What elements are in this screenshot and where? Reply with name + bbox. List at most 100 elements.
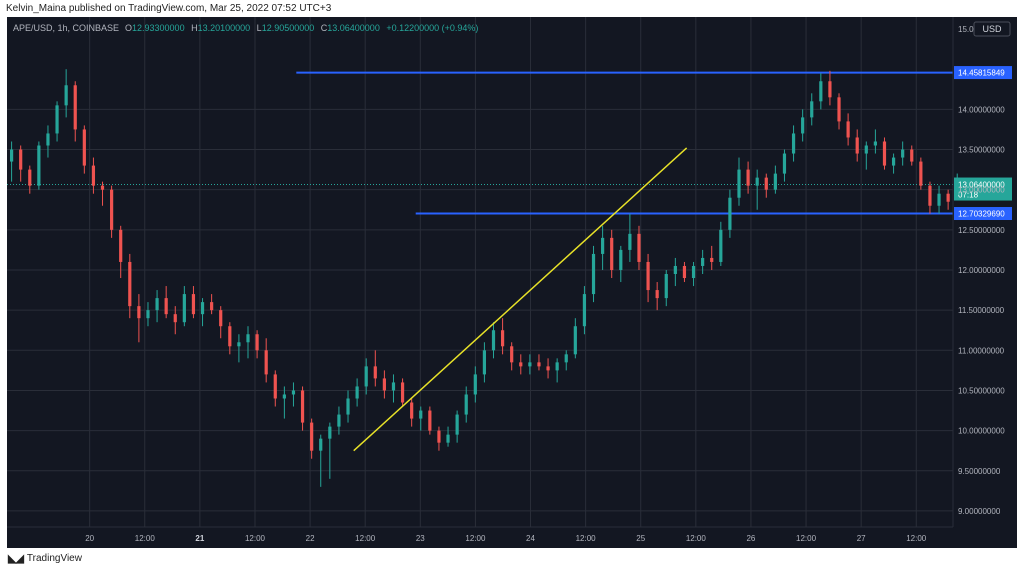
published-header: Kelvin_Maina published on TradingView.co… bbox=[0, 0, 1024, 17]
candle-body bbox=[555, 362, 559, 371]
x-tick-label: 12:00 bbox=[465, 534, 486, 543]
candle-body bbox=[282, 394, 286, 399]
candle-body bbox=[791, 133, 796, 154]
published-text: Kelvin_Maina published on TradingView.co… bbox=[6, 3, 332, 14]
high-value: 13.20100000 bbox=[198, 23, 251, 33]
candle-body bbox=[110, 189, 114, 230]
low-value: 12.90500000 bbox=[262, 23, 315, 33]
candle-body bbox=[419, 410, 423, 419]
level-price-tag[interactable] bbox=[954, 207, 1012, 221]
x-tick-label: 23 bbox=[416, 534, 425, 543]
candle-body bbox=[882, 141, 887, 166]
candle-body bbox=[737, 169, 741, 198]
level-price-label[interactable]: 14.45815849 bbox=[958, 69, 1005, 78]
candle-body bbox=[337, 414, 341, 427]
trend-line[interactable] bbox=[353, 147, 688, 452]
candle-body bbox=[919, 161, 923, 186]
candle-body bbox=[137, 306, 141, 319]
candle-body bbox=[719, 229, 723, 262]
price-axis[interactable]: 9.00000000 9.50000000 10.00000000 10.500000… bbox=[958, 105, 1005, 516]
candle-body bbox=[364, 366, 368, 387]
time-axis[interactable]: 20 12:00 21 12:00 22 12:00 23 12:00 24 12:00 25 12:… bbox=[85, 534, 927, 543]
candle-body bbox=[210, 302, 214, 311]
x-tick-label: 12:00 bbox=[796, 534, 817, 543]
x-tick-label: 25 bbox=[636, 534, 645, 543]
tradingview-logo[interactable]: ◣◢ TradingView bbox=[8, 552, 82, 565]
candle-body bbox=[955, 184, 959, 196]
candle-body bbox=[373, 366, 377, 379]
candle-body bbox=[628, 233, 632, 250]
level-price-tag[interactable] bbox=[954, 66, 1012, 80]
x-tick-label: 22 bbox=[306, 534, 315, 543]
y-tick-label: 9.00000000 bbox=[958, 507, 1001, 516]
candle-body bbox=[291, 390, 296, 395]
candle-body bbox=[946, 193, 950, 202]
open-label: O bbox=[125, 23, 132, 33]
y-tick-label: 14.00000000 bbox=[958, 105, 1005, 114]
x-tick-label: 12:00 bbox=[135, 534, 156, 543]
currency-label-box[interactable] bbox=[973, 21, 1011, 37]
candle-body bbox=[255, 334, 259, 351]
candlestick-series bbox=[9, 69, 959, 487]
candle-body bbox=[573, 326, 577, 355]
symbol-legend: APE/USD, 1h, COINBASE O12.93300000 H13.2… bbox=[13, 23, 478, 33]
candle-body bbox=[173, 314, 177, 323]
candle-body bbox=[601, 237, 605, 254]
candle-body bbox=[873, 141, 877, 146]
candle-body bbox=[637, 233, 641, 262]
candle-body bbox=[64, 85, 68, 106]
currency-label[interactable]: USD bbox=[982, 24, 1002, 34]
candle-body bbox=[691, 265, 696, 279]
x-tick-label: 12:00 bbox=[686, 534, 707, 543]
candle-body bbox=[310, 422, 314, 451]
candle-body bbox=[710, 257, 714, 262]
last-price-tag[interactable] bbox=[954, 177, 1012, 201]
candle-body bbox=[782, 153, 787, 174]
level-price-label[interactable]: 12.70329690 bbox=[958, 210, 1005, 219]
candle-body bbox=[819, 81, 823, 102]
close-value: 13.06400000 bbox=[327, 23, 380, 33]
candle-body bbox=[728, 197, 732, 230]
candle-body bbox=[510, 346, 514, 363]
candle-body bbox=[582, 294, 587, 327]
candle-body bbox=[410, 402, 414, 419]
candle-body bbox=[55, 105, 59, 134]
candle-body bbox=[564, 354, 568, 363]
candle-body bbox=[164, 298, 168, 315]
candle-body bbox=[673, 265, 677, 275]
last-price-label[interactable]: 13.06400000 bbox=[958, 181, 1005, 190]
candle-body bbox=[537, 362, 541, 367]
candle-body bbox=[864, 145, 868, 154]
candle-body bbox=[400, 382, 405, 403]
tradingview-brand: TradingView bbox=[26, 553, 82, 564]
candle-body bbox=[146, 310, 150, 319]
candle-body bbox=[82, 129, 86, 166]
candle-body bbox=[428, 410, 432, 431]
candle-body bbox=[346, 398, 350, 415]
x-tick-label: 24 bbox=[526, 534, 535, 543]
candle-body bbox=[855, 137, 859, 154]
x-tick-label: 21 bbox=[195, 534, 204, 543]
symbol-name: APE/USD, 1h, COINBASE bbox=[13, 23, 119, 33]
trend-line-group[interactable] bbox=[353, 147, 688, 452]
candle-body bbox=[382, 378, 386, 391]
candle-body bbox=[355, 386, 359, 399]
candle-body bbox=[119, 229, 123, 262]
candle-body bbox=[482, 350, 487, 375]
candle-body bbox=[182, 294, 186, 323]
candle-body bbox=[246, 334, 250, 343]
chart-background bbox=[7, 17, 1017, 548]
candle-body bbox=[228, 326, 232, 347]
candle-body bbox=[928, 185, 932, 206]
candle-body bbox=[664, 274, 668, 299]
candle-body bbox=[191, 294, 196, 315]
candle-body bbox=[464, 394, 468, 415]
candle-body bbox=[810, 101, 814, 118]
x-tick-label: 27 bbox=[857, 534, 866, 543]
countdown-label[interactable]: 07:18 bbox=[958, 191, 979, 200]
candle-body bbox=[491, 330, 496, 351]
candle-body bbox=[237, 342, 241, 347]
candle-body bbox=[764, 177, 768, 190]
